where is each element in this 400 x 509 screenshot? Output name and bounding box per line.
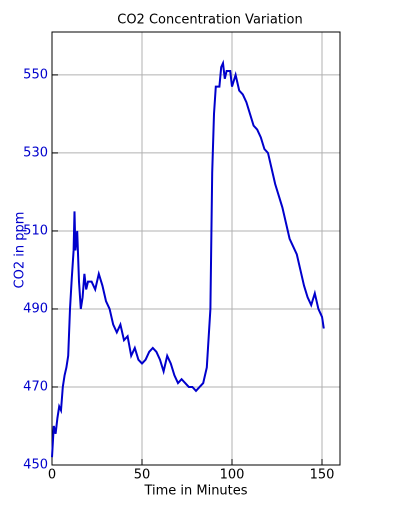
y-tick-label: 550 <box>23 67 48 82</box>
y-tick-label: 490 <box>23 301 48 316</box>
y-tick-label: 510 <box>23 223 48 238</box>
x-tick-label: 50 <box>134 468 151 483</box>
x-axis-title: Time in Minutes <box>143 484 247 499</box>
y-tick-label: 530 <box>23 145 48 160</box>
y-axis-title: CO2 in ppm <box>13 212 28 289</box>
y-tick-label: 470 <box>23 379 48 394</box>
plot-frame <box>51 31 341 466</box>
y-tick-label: 450 <box>23 458 48 473</box>
chart-title: CO2 Concentration Variation <box>117 13 303 28</box>
x-tick-label: 150 <box>310 468 335 483</box>
x-tick-label: 0 <box>48 468 56 483</box>
x-tick-label: 100 <box>220 468 245 483</box>
data-line <box>51 59 325 458</box>
